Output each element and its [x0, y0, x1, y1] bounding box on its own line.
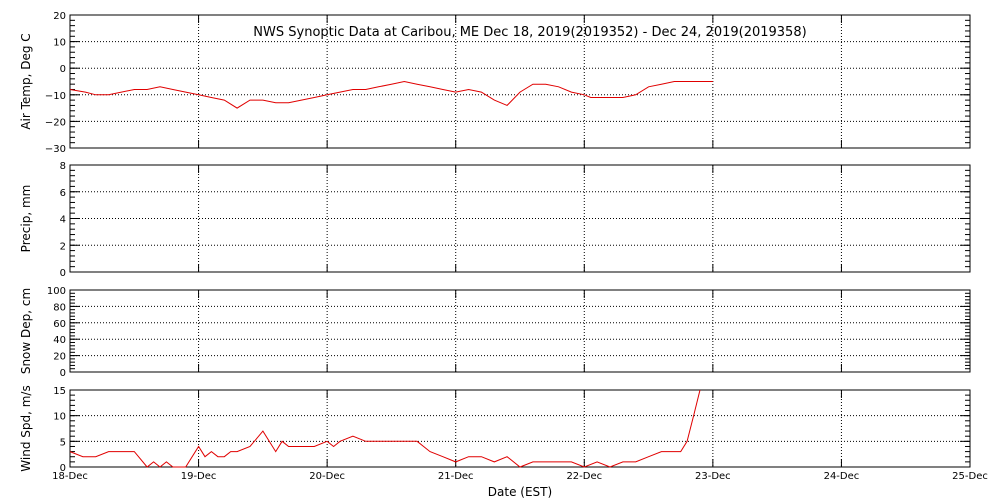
x-tick-label: 18-Dec — [52, 471, 88, 482]
precip-y-axis-label: Precip, mm — [19, 185, 33, 253]
airtemp-y-axis-label: Air Temp, Deg C — [19, 33, 33, 129]
airtemp-frame — [69, 14, 971, 149]
windspd-series-line — [69, 389, 701, 468]
x-tick-label: 25-Dec — [952, 471, 988, 482]
windspd-ytick-label: 0 — [60, 463, 66, 474]
precip-ytick-label: 6 — [60, 188, 66, 199]
x-tick-label: 23-Dec — [695, 471, 731, 482]
airtemp-ytick-label: −10 — [45, 91, 66, 102]
x-tick-label: 22-Dec — [566, 471, 602, 482]
snowdep-ytick-label: 20 — [53, 352, 66, 363]
snowdep-ytick-label: 60 — [53, 319, 66, 330]
airtemp-ytick-label: 10 — [53, 38, 66, 49]
precip-ytick-label: 0 — [60, 268, 66, 279]
snowdep-panel: 100 80 60 40 20 0 Snow Dep, cm — [19, 286, 971, 379]
snowdep-ytick-label: 80 — [53, 302, 66, 313]
x-tick-label: 20-Dec — [309, 471, 345, 482]
x-tick-label: 19-Dec — [181, 471, 217, 482]
airtemp-series-line — [69, 80, 713, 109]
precip-frame — [69, 164, 971, 273]
precip-ytick-label: 4 — [60, 215, 66, 226]
chart-title: NWS Synoptic Data at Caribou, ME Dec 18,… — [253, 25, 806, 40]
precip-ytick-label: 2 — [60, 241, 66, 252]
windspd-ytick-label: 10 — [53, 412, 66, 423]
windspd-panel: 15 10 5 0 Wind Spd, m/s — [19, 385, 971, 474]
x-tick-label: 24-Dec — [824, 471, 860, 482]
snowdep-ytick-label: 40 — [53, 335, 66, 346]
snowdep-ytick-label: 0 — [60, 368, 66, 379]
windspd-y-axis-label: Wind Spd, m/s — [19, 385, 33, 471]
windspd-ytick-label: 15 — [53, 386, 66, 397]
airtemp-ytick-label: 0 — [60, 64, 66, 75]
snowdep-ytick-label: 100 — [47, 286, 66, 297]
snowdep-y-axis-label: Snow Dep, cm — [19, 288, 33, 374]
airtemp-ytick-label: −30 — [45, 144, 66, 155]
precip-ytick-label: 8 — [60, 161, 66, 172]
windspd-ytick-label: 5 — [60, 437, 66, 448]
airtemp-ytick-label: −20 — [45, 117, 66, 128]
precip-panel: 8 6 4 2 0 Precip, mm — [19, 161, 971, 279]
windspd-frame — [69, 389, 971, 468]
airtemp-panel: 20 10 0 −10 −20 −30 Air Temp, Deg C — [19, 11, 971, 155]
x-tick-label: 21-Dec — [438, 471, 474, 482]
airtemp-ytick-label: 20 — [53, 11, 66, 22]
x-axis-label: Date (EST) — [488, 485, 552, 499]
snowdep-frame — [69, 289, 971, 373]
